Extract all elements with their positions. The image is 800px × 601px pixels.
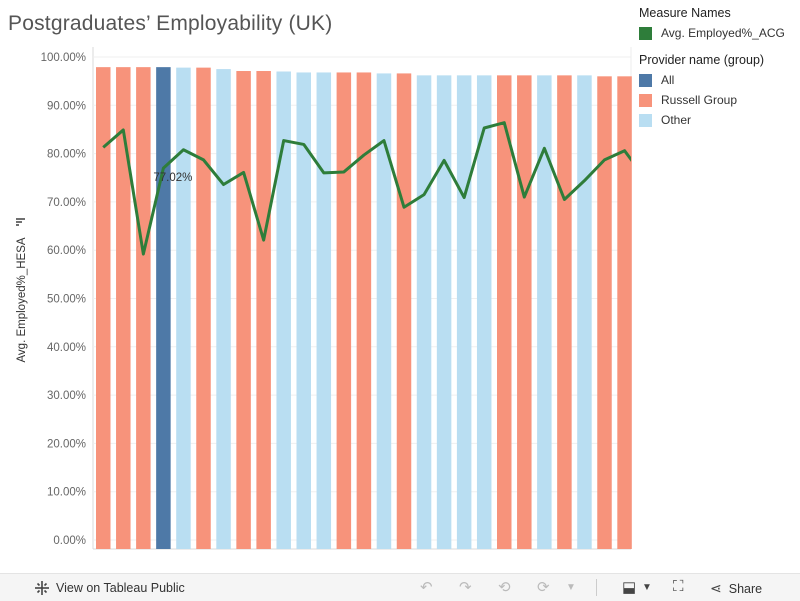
download-icon[interactable]: ⬓: [622, 579, 637, 596]
bar[interactable]: [216, 69, 231, 549]
legend-item-all[interactable]: All: [639, 73, 674, 87]
legend-swatch-other: [639, 113, 652, 127]
y-tick-label: 0.00%: [53, 535, 86, 547]
share-icon: ⋖: [710, 580, 722, 596]
bar[interactable]: [577, 75, 592, 549]
bar[interactable]: [396, 73, 412, 549]
legend-swatch-russell: [639, 93, 652, 107]
bar[interactable]: [196, 67, 211, 549]
bar[interactable]: [617, 76, 632, 549]
legend-item-label: All: [661, 73, 675, 87]
bar[interactable]: [517, 75, 532, 549]
legend-item-label: Russell Group: [661, 93, 738, 107]
y-axis-label: Avg. Employed%_HESA: [16, 237, 28, 362]
bar[interactable]: [96, 67, 111, 549]
legend: Measure Names Avg. Employed%_ACG Provide…: [639, 6, 799, 136]
view-on-tableau-button[interactable]: View on Tableau Public: [34, 580, 185, 596]
legend-swatch-all: [639, 73, 652, 87]
dashboard-title: Postgraduates’ Employability (UK): [8, 12, 333, 35]
revert-icon[interactable]: ⟲: [498, 579, 511, 596]
y-tick-label: 100.00%: [41, 52, 86, 64]
legend-item-label: Other: [661, 113, 692, 127]
toolbar-divider: [596, 579, 597, 596]
bar[interactable]: [436, 75, 452, 549]
bar[interactable]: [476, 75, 492, 549]
tableau-logo-icon: [35, 581, 49, 595]
view-on-tableau-label: View on Tableau Public: [56, 581, 185, 595]
legend-item-other[interactable]: Other: [639, 113, 691, 127]
bar[interactable]: [356, 72, 372, 550]
y-tick-label: 40.00%: [47, 342, 86, 354]
y-tick-label: 50.00%: [47, 294, 86, 306]
refresh-icon[interactable]: ⟳: [537, 579, 550, 596]
bar[interactable]: [156, 67, 171, 549]
share-label: Share: [728, 581, 763, 596]
bar[interactable]: [116, 67, 131, 549]
bar[interactable]: [537, 75, 552, 549]
bar[interactable]: [276, 71, 291, 550]
y-tick-label: 70.00%: [47, 197, 86, 209]
legend-group-title: Provider name (group): [639, 53, 765, 67]
y-tick-label: 10.00%: [47, 487, 86, 499]
y-tick-label: 60.00%: [47, 245, 86, 257]
tableau-toolbar: View on Tableau Public ↶ ↷ ⟲ ⟳ ▼ ⬓ ▼ ⛶ ⋖…: [0, 573, 800, 601]
fullscreen-icon[interactable]: ⛶: [673, 578, 684, 595]
bar[interactable]: [416, 75, 432, 549]
bar[interactable]: [136, 67, 151, 549]
bar[interactable]: [557, 75, 572, 549]
bar[interactable]: [376, 73, 392, 549]
legend-swatch-acg: [639, 26, 652, 40]
employability-chart[interactable]: 0.00% 10.00% 20.00% 30.00% 40.00% 50.00% 60.00…: [0, 0, 800, 572]
share-button[interactable]: ⋖ Share: [710, 580, 762, 597]
download-dropdown-icon[interactable]: ▼: [642, 582, 652, 593]
bar[interactable]: [236, 71, 251, 549]
legend-item-russell-group[interactable]: Russell Group: [639, 93, 737, 107]
bar[interactable]: [597, 76, 612, 549]
legend-measure-title: Measure Names: [639, 6, 731, 20]
data-label-annotation: 77.02%: [153, 172, 192, 184]
bar[interactable]: [176, 67, 191, 549]
legend-item-label: Avg. Employed%_ACG: [661, 26, 785, 40]
bar[interactable]: [256, 71, 271, 549]
series-line-avg-employed-acg[interactable]: [102, 121, 644, 256]
y-tick-label: 20.00%: [47, 438, 86, 450]
pause-dropdown-icon[interactable]: ▼: [566, 582, 576, 593]
bar[interactable]: [456, 75, 472, 549]
bar[interactable]: [497, 75, 512, 549]
y-tick-label: 90.00%: [47, 100, 86, 112]
undo-icon[interactable]: ↶: [420, 579, 433, 596]
bar[interactable]: [296, 72, 312, 550]
bar[interactable]: [336, 72, 352, 550]
legend-item-avg-employed-acg[interactable]: Avg. Employed%_ACG: [639, 26, 785, 40]
y-tick-label: 80.00%: [47, 149, 86, 161]
y-tick-label: 30.00%: [47, 390, 86, 402]
redo-icon[interactable]: ↷: [459, 579, 472, 596]
bar[interactable]: [316, 72, 332, 550]
